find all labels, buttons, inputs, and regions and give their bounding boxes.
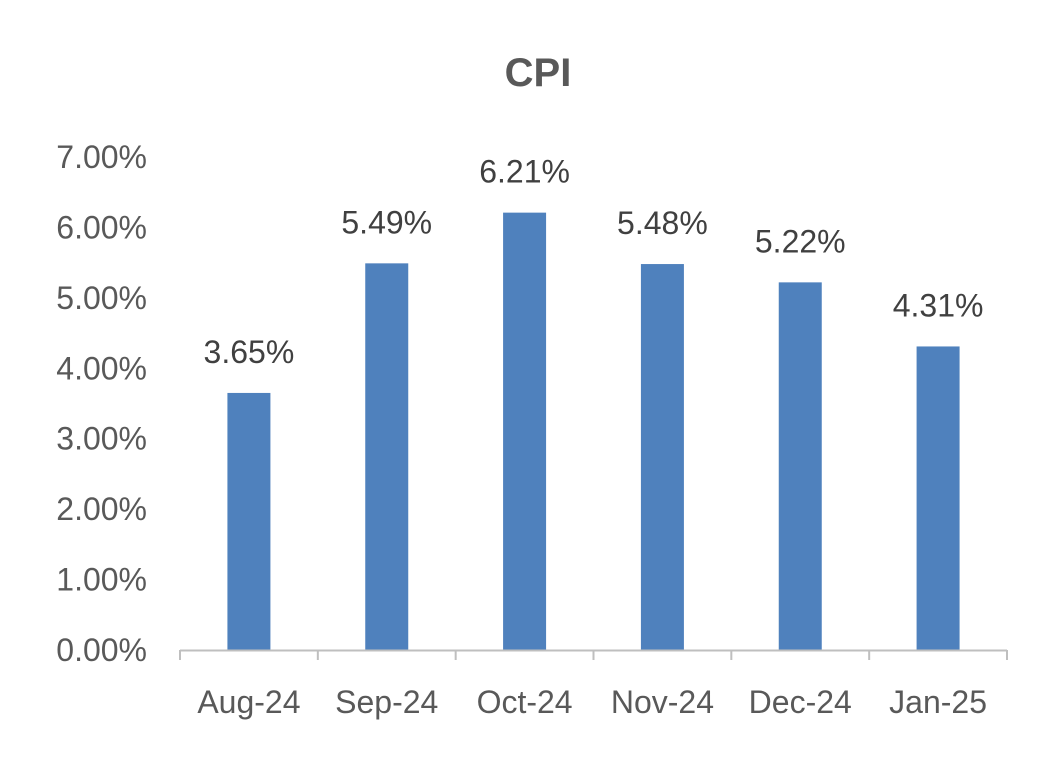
data-label: 5.22%: [755, 223, 846, 259]
y-tick-label: 4.00%: [56, 350, 147, 386]
y-axis-ticks: 0.00% 1.00% 2.00% 3.00% 4.00% 5.00% 6.00% 7.00%: [56, 139, 147, 668]
bars-group: [227, 212, 960, 651]
x-tick-label: Jan-25: [889, 684, 987, 720]
bar-oct-24: [503, 212, 547, 651]
data-label: 5.48%: [617, 205, 708, 241]
y-tick-label: 3.00%: [56, 421, 147, 457]
y-tick-label: 1.00%: [56, 562, 147, 598]
y-tick-label: 7.00%: [56, 139, 147, 175]
x-tick-label: Nov-24: [611, 684, 714, 720]
x-axis-ticks: Aug-24 Sep-24 Oct-24 Nov-24 Dec-24 Jan-25: [197, 684, 987, 720]
bar-sep-24: [365, 263, 409, 650]
chart-title: CPI: [505, 51, 572, 95]
x-tick-label: Aug-24: [197, 684, 300, 720]
data-label: 3.65%: [204, 334, 295, 370]
data-label: 6.21%: [479, 154, 570, 190]
data-labels-group: 3.65% 5.49% 6.21% 5.48% 5.22% 4.31%: [204, 154, 984, 370]
data-label: 4.31%: [893, 287, 984, 323]
data-label: 5.49%: [341, 204, 432, 240]
x-axis: [179, 649, 1008, 660]
x-tick-label: Sep-24: [335, 684, 438, 720]
bar-aug-24: [227, 392, 271, 650]
x-tick-label: Dec-24: [749, 684, 852, 720]
bar-dec-24: [778, 282, 822, 650]
x-tick-label: Oct-24: [477, 684, 573, 720]
y-tick-label: 0.00%: [56, 632, 147, 668]
bar-nov-24: [640, 264, 684, 650]
y-tick-label: 6.00%: [56, 209, 147, 245]
y-tick-label: 2.00%: [56, 491, 147, 527]
bar-jan-25: [916, 346, 960, 650]
y-tick-label: 5.00%: [56, 280, 147, 316]
